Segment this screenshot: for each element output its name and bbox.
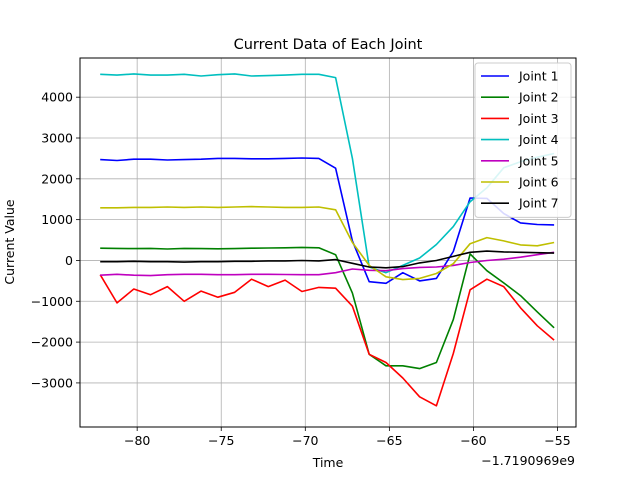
y-tick-label: 4000	[41, 90, 73, 105]
y-tick-label: 0	[65, 253, 73, 268]
plot-area-frame	[79, 57, 577, 428]
x-tick-label: −65	[376, 433, 402, 448]
x-tick-label: −55	[544, 433, 570, 448]
series-line-joint-3	[99, 274, 555, 407]
series-lines	[99, 73, 555, 407]
x-tick-label: −75	[208, 433, 234, 448]
x-tick-label: −60	[460, 433, 486, 448]
chart-title: Current Data of Each Joint	[234, 37, 423, 53]
legend-label: Joint 7	[518, 196, 559, 211]
x-tick-label: −70	[292, 433, 318, 448]
legend-label: Joint 4	[518, 132, 559, 147]
legend-label: Joint 2	[518, 90, 559, 105]
series-line-joint-5	[100, 251, 555, 277]
y-axis-label: Current Value	[2, 199, 17, 285]
series-line-joint-7	[100, 250, 555, 269]
legend-label: Joint 6	[518, 175, 559, 190]
axes: −80 −75 −70 −65 −60 −55 −3000 −2000 −1000 0 1000 20…	[31, 90, 571, 448]
legend-label: Joint 3	[518, 111, 559, 126]
x-axis-label: Time	[312, 455, 344, 470]
y-tick-label: −1000	[31, 294, 73, 309]
legend: Joint 1 Joint 2 Joint 3 Joint 4 Joint 5 Joint…	[474, 62, 572, 218]
x-tick-label: −80	[124, 433, 150, 448]
y-tick-label: −3000	[31, 375, 73, 390]
series-line-joint-6	[100, 205, 555, 281]
legend-label: Joint 1	[518, 69, 559, 84]
y-tick-label: 2000	[41, 171, 73, 186]
legend-label: Joint 5	[518, 153, 559, 168]
y-tick-label: −2000	[31, 335, 73, 350]
y-tick-label: 1000	[41, 212, 73, 227]
y-tick-label: 3000	[41, 131, 73, 146]
legend-box	[474, 62, 572, 218]
x-axis-offset-label: −1.7190969e9	[481, 453, 575, 468]
